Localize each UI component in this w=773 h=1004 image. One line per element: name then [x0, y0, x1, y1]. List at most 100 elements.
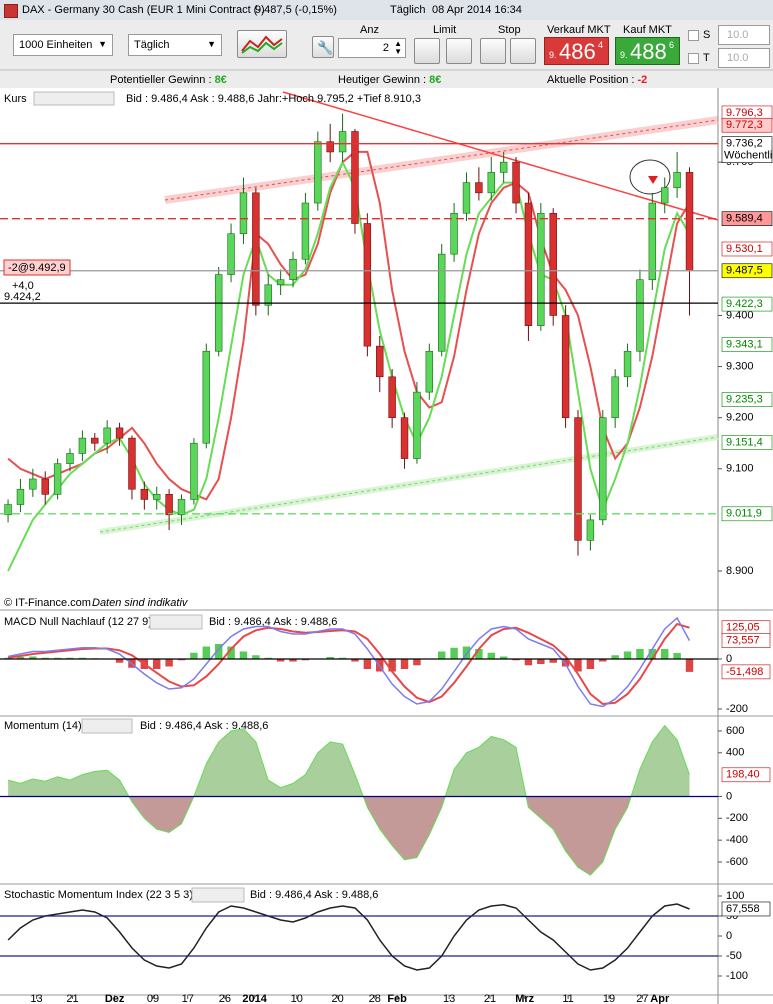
sell-label: Verkauf MKT: [547, 24, 611, 36]
period-select[interactable]: Täglich ▼: [128, 34, 222, 56]
anz-input[interactable]: 2 ▲ ▼: [338, 38, 406, 58]
candle-body: [685, 172, 694, 272]
candle-body: [301, 202, 310, 260]
histogram-bar: [599, 659, 607, 662]
x-tick-label: Dez: [105, 993, 125, 1004]
candle-body: [599, 417, 607, 521]
candle-body: [363, 223, 372, 347]
candle-body: [103, 427, 111, 444]
t-input[interactable]: 10.0: [718, 48, 770, 68]
histogram-bar: [611, 655, 619, 659]
price-label-box: [721, 337, 773, 352]
candle-body: [4, 504, 12, 516]
buy-button[interactable]: 9. 488 6: [615, 37, 680, 65]
x-tick-label: 27: [636, 993, 648, 1004]
candle-body: [487, 172, 495, 194]
units-select[interactable]: 1000 Einheiten ▼: [13, 34, 113, 56]
last-value-box: [721, 901, 771, 917]
s-input[interactable]: 10.0: [718, 25, 770, 45]
stop-sell-button[interactable]: [510, 38, 536, 64]
candle-body: [648, 202, 657, 281]
histogram-bar: [648, 649, 657, 659]
candle-body: [338, 131, 347, 153]
buy-big: 488: [630, 39, 667, 64]
y-tick-label: 9.300: [726, 360, 754, 372]
spinner[interactable]: ▲ ▼: [394, 39, 402, 56]
chart-button[interactable]: [237, 30, 287, 58]
candle-body: [673, 172, 681, 189]
s-label: S: [703, 29, 711, 41]
s-checkbox[interactable]: [688, 30, 699, 41]
title-bar-bg: [0, 0, 773, 20]
indicator-line: [7, 159, 691, 572]
last-value-box: [721, 767, 771, 783]
settings-button[interactable]: 🔧: [312, 36, 334, 58]
buy-pre: 9.: [620, 50, 628, 60]
y-tick-label: -50: [726, 950, 742, 962]
price-label: 9.151,4: [726, 436, 763, 448]
x-tick-label: 28: [369, 993, 381, 1004]
histogram-bar: [239, 651, 248, 659]
histogram-bar: [165, 659, 173, 667]
chart-icon: [241, 35, 283, 54]
candle-body: [202, 350, 211, 444]
copyright: © IT-Finance.com: [4, 597, 91, 609]
period-text: Täglich: [134, 39, 170, 51]
stop-buy-button[interactable]: [480, 38, 506, 64]
panel-title: Kurs: [4, 93, 27, 105]
trendlines: [99, 91, 719, 535]
histogram-bar: [685, 659, 694, 672]
histogram-bar: [661, 649, 669, 659]
sell-pre: 9.: [549, 50, 557, 60]
quote: 9.487,5 (-0,15%): [255, 4, 337, 16]
panel-title: Stochastic Momentum Index (22 3 5 3): [4, 889, 193, 901]
limit-buy-button[interactable]: [414, 38, 440, 64]
histogram-bar: [115, 659, 124, 663]
panel-title: MACD Null Nachlauf (12 27 9): [4, 616, 152, 628]
histogram-bar: [202, 646, 211, 659]
t-label: T: [703, 52, 710, 64]
potential-gain: Potentieller Gewinn : 8€: [110, 74, 227, 86]
sell-post: 4: [598, 40, 604, 50]
histogram-bar: [153, 659, 161, 669]
histogram-bar: [289, 659, 297, 662]
candle-body: [227, 233, 235, 275]
x-tick-label: 19: [603, 993, 615, 1004]
histogram-bar: [537, 659, 545, 664]
footer-note: Daten sind indikativ: [92, 597, 189, 609]
histogram-bar: [549, 659, 557, 663]
candle-body: [239, 192, 248, 235]
sell-button[interactable]: 9. 486 4: [544, 37, 609, 65]
plot: [4, 616, 694, 708]
x-tick-label: 17: [182, 993, 194, 1004]
last-value-box: [721, 664, 771, 680]
y-tick-label: -200: [726, 812, 748, 824]
t-value: 10.0: [727, 52, 749, 64]
candle-body: [524, 202, 533, 326]
buy-label: Kauf MKT: [623, 24, 672, 36]
area-negative: [8, 796, 690, 876]
histogram-bar: [561, 659, 570, 667]
x-tick-label: 26: [219, 993, 231, 1004]
candle-body: [78, 437, 87, 454]
anz-value: 2: [382, 42, 389, 54]
candle-body: [16, 488, 25, 505]
t-checkbox[interactable]: [688, 53, 699, 64]
candle-body: [574, 417, 582, 541]
last-value-label: 198,40: [726, 769, 760, 781]
candle-body: [549, 212, 557, 316]
units-text: 1000 Einheiten: [19, 39, 93, 51]
limit-sell-button[interactable]: [446, 38, 472, 64]
candle-body: [636, 279, 644, 352]
candle-body: [499, 161, 508, 173]
position-pl: +4,0: [12, 280, 34, 292]
last-value-box: [721, 633, 771, 648]
limit-label: Limit: [433, 24, 457, 36]
histogram-bar: [227, 646, 235, 659]
candle-body: [586, 519, 595, 541]
price-label: 9.796,3: [726, 107, 763, 119]
last-value-label: -51,498: [726, 666, 763, 678]
histogram-bar: [351, 659, 359, 662]
candle-body: [41, 478, 49, 495]
